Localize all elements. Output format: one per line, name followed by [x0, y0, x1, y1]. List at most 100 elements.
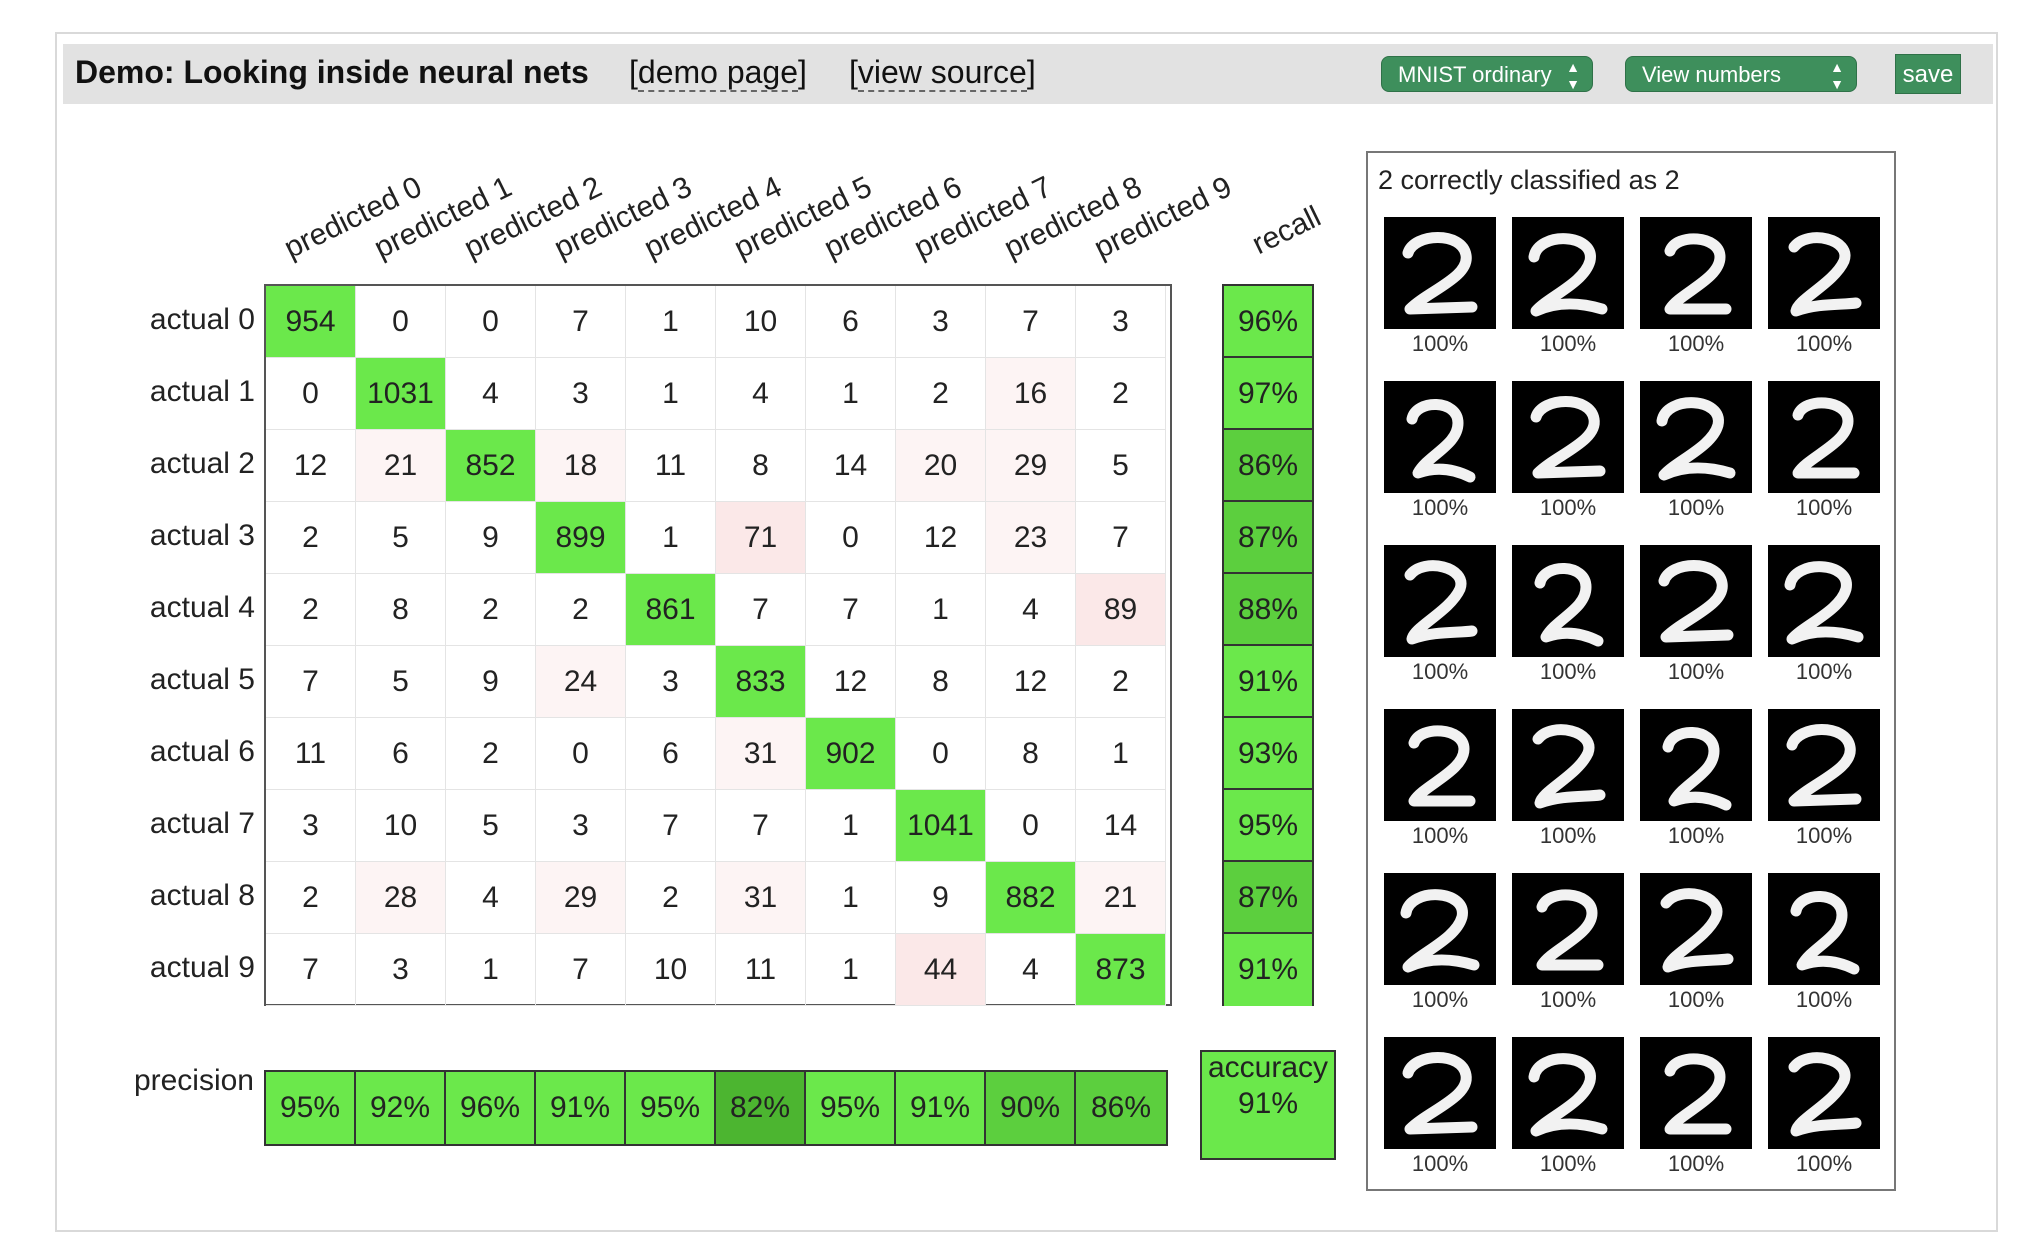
- matrix-cell[interactable]: 9: [446, 502, 536, 574]
- matrix-cell[interactable]: 11: [716, 934, 806, 1006]
- matrix-cell[interactable]: 6: [356, 718, 446, 790]
- matrix-cell[interactable]: 4: [986, 574, 1076, 646]
- matrix-cell[interactable]: 29: [986, 430, 1076, 502]
- view-select[interactable]: View numbers ▲ ▼: [1625, 56, 1857, 92]
- matrix-cell[interactable]: 8: [986, 718, 1076, 790]
- matrix-cell[interactable]: 882: [986, 862, 1076, 934]
- matrix-cell[interactable]: 2: [266, 502, 356, 574]
- matrix-cell[interactable]: 873: [1076, 934, 1166, 1006]
- matrix-cell[interactable]: 0: [806, 502, 896, 574]
- digit-thumbnail[interactable]: [1384, 873, 1496, 985]
- matrix-cell[interactable]: 14: [1076, 790, 1166, 862]
- digit-thumbnail[interactable]: [1384, 709, 1496, 821]
- digit-thumbnail[interactable]: [1768, 381, 1880, 493]
- matrix-cell[interactable]: 3: [536, 790, 626, 862]
- matrix-cell[interactable]: 0: [446, 286, 536, 358]
- matrix-cell[interactable]: 0: [356, 286, 446, 358]
- digit-thumbnail[interactable]: [1512, 217, 1624, 329]
- digit-thumbnail[interactable]: [1640, 709, 1752, 821]
- matrix-cell[interactable]: 1: [626, 286, 716, 358]
- matrix-cell[interactable]: 2: [896, 358, 986, 430]
- matrix-cell[interactable]: 954: [266, 286, 356, 358]
- matrix-cell[interactable]: 7: [266, 646, 356, 718]
- matrix-cell[interactable]: 31: [716, 718, 806, 790]
- digit-thumbnail[interactable]: [1640, 545, 1752, 657]
- digit-thumbnail[interactable]: [1384, 217, 1496, 329]
- matrix-cell[interactable]: 11: [266, 718, 356, 790]
- matrix-cell[interactable]: 2: [626, 862, 716, 934]
- matrix-cell[interactable]: 10: [356, 790, 446, 862]
- matrix-cell[interactable]: 2: [446, 574, 536, 646]
- matrix-cell[interactable]: 9: [446, 646, 536, 718]
- matrix-cell[interactable]: 3: [626, 646, 716, 718]
- matrix-cell[interactable]: 14: [806, 430, 896, 502]
- matrix-cell[interactable]: 44: [896, 934, 986, 1006]
- matrix-cell[interactable]: 7: [536, 286, 626, 358]
- matrix-cell[interactable]: 3: [266, 790, 356, 862]
- matrix-cell[interactable]: 5: [356, 502, 446, 574]
- digit-thumbnail[interactable]: [1640, 1037, 1752, 1149]
- matrix-cell[interactable]: 9: [896, 862, 986, 934]
- matrix-cell[interactable]: 7: [536, 934, 626, 1006]
- digit-thumbnail[interactable]: [1768, 545, 1880, 657]
- matrix-cell[interactable]: 18: [536, 430, 626, 502]
- digit-thumbnail[interactable]: [1512, 545, 1624, 657]
- digit-thumbnail[interactable]: [1768, 873, 1880, 985]
- matrix-cell[interactable]: 833: [716, 646, 806, 718]
- matrix-cell[interactable]: 12: [266, 430, 356, 502]
- matrix-cell[interactable]: 28: [356, 862, 446, 934]
- matrix-cell[interactable]: 3: [536, 358, 626, 430]
- matrix-cell[interactable]: 3: [1076, 286, 1166, 358]
- matrix-cell[interactable]: 0: [986, 790, 1076, 862]
- matrix-cell[interactable]: 3: [896, 286, 986, 358]
- matrix-cell[interactable]: 0: [536, 718, 626, 790]
- matrix-cell[interactable]: 852: [446, 430, 536, 502]
- matrix-cell[interactable]: 899: [536, 502, 626, 574]
- matrix-cell[interactable]: 2: [266, 862, 356, 934]
- matrix-cell[interactable]: 902: [806, 718, 896, 790]
- matrix-cell[interactable]: 23: [986, 502, 1076, 574]
- matrix-cell[interactable]: 5: [356, 646, 446, 718]
- matrix-cell[interactable]: 1: [626, 358, 716, 430]
- matrix-cell[interactable]: 89: [1076, 574, 1166, 646]
- dataset-select[interactable]: MNIST ordinary ▲ ▼: [1381, 56, 1593, 92]
- digit-thumbnail[interactable]: [1640, 217, 1752, 329]
- matrix-cell[interactable]: 8: [716, 430, 806, 502]
- matrix-cell[interactable]: 7: [1076, 502, 1166, 574]
- matrix-cell[interactable]: 10: [716, 286, 806, 358]
- matrix-cell[interactable]: 16: [986, 358, 1076, 430]
- digit-thumbnail[interactable]: [1384, 545, 1496, 657]
- matrix-cell[interactable]: 31: [716, 862, 806, 934]
- matrix-cell[interactable]: 10: [626, 934, 716, 1006]
- matrix-cell[interactable]: 2: [1076, 646, 1166, 718]
- matrix-cell[interactable]: 1: [896, 574, 986, 646]
- digit-thumbnail[interactable]: [1640, 873, 1752, 985]
- demo-page-link-label[interactable]: demo page: [637, 54, 799, 92]
- digit-thumbnail[interactable]: [1384, 1037, 1496, 1149]
- digit-thumbnail[interactable]: [1512, 873, 1624, 985]
- matrix-cell[interactable]: 7: [626, 790, 716, 862]
- demo-page-link[interactable]: [demo page]: [629, 54, 807, 92]
- matrix-cell[interactable]: 7: [806, 574, 896, 646]
- digit-thumbnail[interactable]: [1768, 709, 1880, 821]
- matrix-cell[interactable]: 11: [626, 430, 716, 502]
- matrix-cell[interactable]: 7: [716, 790, 806, 862]
- matrix-cell[interactable]: 1: [806, 862, 896, 934]
- digit-thumbnail[interactable]: [1768, 217, 1880, 329]
- matrix-cell[interactable]: 4: [986, 934, 1076, 1006]
- matrix-cell[interactable]: 0: [266, 358, 356, 430]
- matrix-cell[interactable]: 2: [1076, 358, 1166, 430]
- digit-thumbnail[interactable]: [1384, 381, 1496, 493]
- view-source-link[interactable]: [view source]: [849, 54, 1036, 92]
- matrix-cell[interactable]: 7: [266, 934, 356, 1006]
- view-source-link-label[interactable]: view source: [857, 54, 1027, 92]
- matrix-cell[interactable]: 7: [716, 574, 806, 646]
- digit-thumbnail[interactable]: [1512, 381, 1624, 493]
- matrix-cell[interactable]: 12: [986, 646, 1076, 718]
- matrix-cell[interactable]: 24: [536, 646, 626, 718]
- matrix-cell[interactable]: 1: [626, 502, 716, 574]
- matrix-cell[interactable]: 7: [986, 286, 1076, 358]
- matrix-cell[interactable]: 1: [806, 358, 896, 430]
- matrix-cell[interactable]: 0: [896, 718, 986, 790]
- matrix-cell[interactable]: 6: [626, 718, 716, 790]
